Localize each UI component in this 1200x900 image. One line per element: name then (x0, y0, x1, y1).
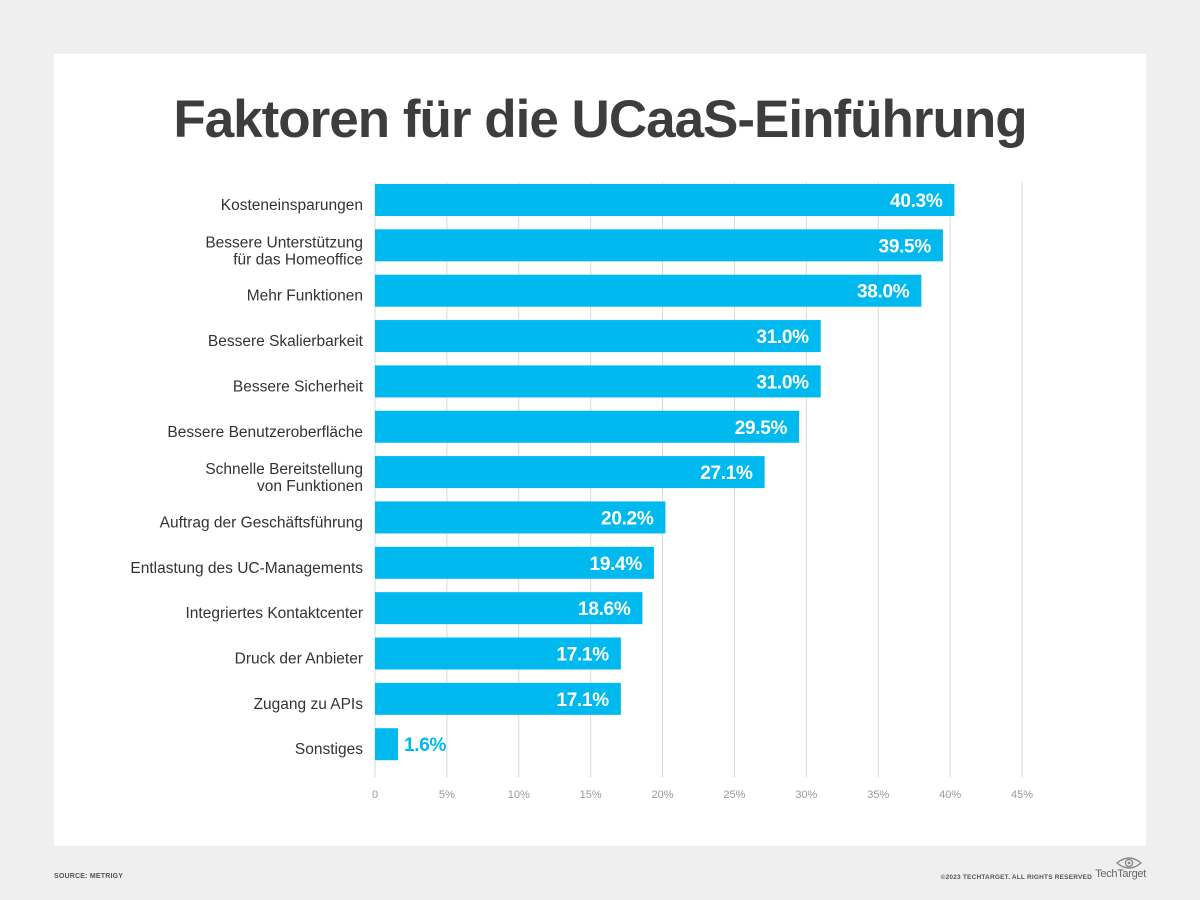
bar (375, 501, 666, 534)
x-tick-label: 25% (723, 789, 745, 801)
category-label: Sonstiges (295, 741, 363, 758)
x-tick-label: 20% (652, 789, 674, 801)
bar (375, 546, 654, 579)
bar (375, 184, 955, 216)
bar-value-label: 29.5% (735, 418, 788, 439)
bar (375, 637, 621, 670)
category-label: Kosteneinsparungen (221, 197, 363, 214)
x-tick-label: 45% (1011, 789, 1033, 801)
x-tick-label: 35% (867, 789, 889, 801)
category-label: Zugang zu APIs (254, 696, 364, 713)
eye-logo-icon (1116, 857, 1142, 869)
category-labels: Kosteneinsparungen Bessere Unterstützung f… (130, 197, 363, 758)
bar (375, 365, 821, 398)
category-label: Mehr Funktionen (247, 288, 363, 305)
bar (375, 592, 643, 625)
category-label: Druck der Anbieter (235, 651, 363, 668)
category-label: Integriertes Kontaktcenter (186, 605, 364, 622)
x-tick-label: 30% (795, 789, 817, 801)
bar-value-label: 20.2% (601, 508, 654, 529)
bar-value-label: 31.0% (756, 327, 809, 348)
bar-value-label: 17.1% (556, 645, 609, 666)
x-tick-label: 15% (580, 789, 602, 801)
x-tick-label: 0 (372, 789, 378, 801)
x-tick-label: 5% (439, 789, 455, 801)
bar (375, 682, 621, 715)
bar-value-label: 19.4% (590, 554, 643, 575)
category-label: Schnelle Bereitstellung von Funktionen (205, 461, 363, 495)
x-axis-ticks: 0 5% 10% 15% 20% 25% 30% 35% 40% 45% (372, 789, 1033, 801)
bar (375, 320, 821, 353)
bar-value-label: 38.0% (857, 282, 910, 303)
bar-value-label: 27.1% (700, 463, 753, 484)
bar-value-label: 31.0% (756, 372, 809, 393)
bar-value-label: 40.3% (890, 191, 943, 212)
bar (375, 229, 943, 262)
category-label: Bessere Skalierbarkeit (208, 333, 364, 350)
bar (375, 456, 765, 489)
bar (375, 410, 800, 443)
source-note: SOURCE: METRIGY (54, 873, 124, 880)
bars: 40.3% 39.5% 38.0% 31.0% 31.0% 29.5% 27.1% 20.2%… (375, 184, 955, 761)
x-tick-label: 40% (939, 789, 961, 801)
category-label: Bessere Unterstützung für das Homeoffice (205, 234, 363, 268)
bar-value-label: 1.6% (404, 735, 447, 756)
category-label: Bessere Benutzeroberfläche (167, 424, 363, 441)
copyright-note: ©2023 TECHTARGET. ALL RIGHTS RESERVED (940, 874, 1092, 881)
bar-value-label: 39.5% (879, 236, 932, 257)
category-label: Auftrag der Geschäftsführung (160, 514, 363, 531)
category-label: Bessere Sicherheit (233, 378, 364, 395)
bar-value-label: 18.6% (578, 599, 631, 620)
category-label: Entlastung des UC-Managements (130, 560, 363, 577)
bar-value-label: 17.1% (556, 690, 609, 711)
bar (375, 728, 399, 761)
brand-logo: TechTarget (1095, 868, 1146, 880)
x-tick-label: 10% (508, 789, 530, 801)
chart-title: Faktoren für die UCaaS-Einführung (173, 90, 1027, 149)
bar (375, 274, 922, 307)
